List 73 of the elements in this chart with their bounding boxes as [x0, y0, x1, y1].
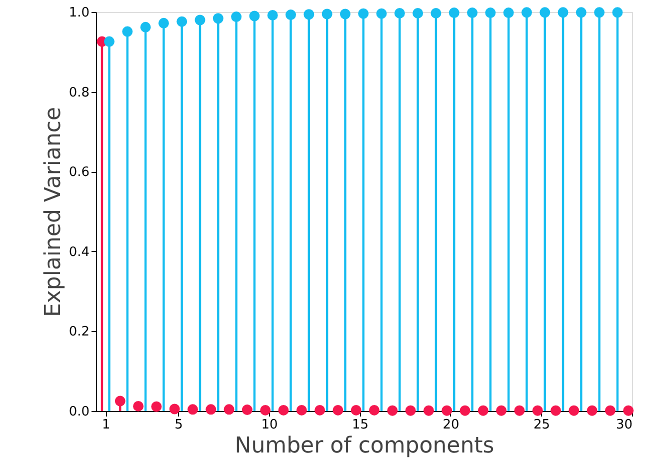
point: [448, 8, 460, 18]
point: [260, 404, 271, 416]
point: [623, 405, 634, 416]
y-tick-label: 0.4: [68, 244, 90, 260]
point: [278, 404, 289, 416]
x-tick-label: 30: [616, 418, 632, 432]
y-tick-label: 0.0: [68, 404, 90, 420]
point: [369, 404, 380, 416]
point: [612, 7, 623, 18]
point: [521, 7, 532, 18]
point: [322, 8, 332, 20]
point: [140, 22, 151, 32]
x-tick-label: 5: [174, 418, 183, 432]
point: [376, 8, 387, 19]
x-tick-label: 15: [352, 418, 369, 432]
y-tick-label: 0.8: [68, 85, 90, 100]
x-tick-label: 20: [442, 418, 460, 432]
point: [514, 405, 525, 416]
point: [267, 10, 278, 20]
point: [169, 404, 180, 414]
point: [151, 401, 162, 412]
y-axis-title: Explained Variance: [40, 106, 66, 318]
point: [249, 10, 260, 22]
point: [442, 405, 452, 416]
x-tick-label: 1: [102, 418, 110, 432]
point: [423, 405, 434, 416]
point: [558, 7, 568, 18]
point: [594, 7, 605, 18]
y-tick-label: 1.0: [68, 6, 90, 20]
point: [568, 405, 580, 416]
point: [296, 404, 307, 416]
point: [387, 405, 398, 416]
point: [412, 8, 424, 18]
x-tick-label: 25: [533, 418, 550, 432]
point: [478, 405, 488, 416]
point: [231, 12, 242, 22]
point: [286, 10, 296, 20]
point: [133, 400, 144, 412]
point: [104, 36, 114, 47]
point: [212, 13, 224, 24]
point: [358, 8, 369, 19]
point: [188, 404, 198, 415]
point: [158, 18, 169, 28]
point: [176, 16, 188, 27]
point: [206, 404, 216, 415]
point: [485, 8, 496, 18]
x-axis-title: Number of components: [234, 434, 494, 458]
point: [114, 396, 126, 406]
point: [122, 26, 133, 37]
point: [405, 405, 416, 416]
point: [332, 404, 344, 416]
point: [604, 405, 616, 416]
point: [550, 405, 562, 416]
point: [586, 405, 598, 416]
point: [314, 404, 326, 416]
point: [503, 8, 514, 18]
point: [394, 8, 405, 18]
y-tick-label: 0.2: [68, 324, 90, 340]
point: [430, 8, 442, 18]
point: [194, 14, 206, 26]
point: [350, 404, 362, 416]
y-tick-label: 0.6: [68, 165, 90, 180]
point: [532, 405, 543, 416]
point: [496, 405, 507, 416]
point: [304, 9, 314, 20]
point: [340, 8, 350, 20]
point: [540, 7, 550, 18]
point: [467, 8, 478, 18]
point: [242, 404, 252, 416]
point: [460, 405, 470, 416]
point: [576, 7, 586, 18]
x-tick-label: 10: [261, 418, 278, 432]
point: [224, 404, 234, 415]
